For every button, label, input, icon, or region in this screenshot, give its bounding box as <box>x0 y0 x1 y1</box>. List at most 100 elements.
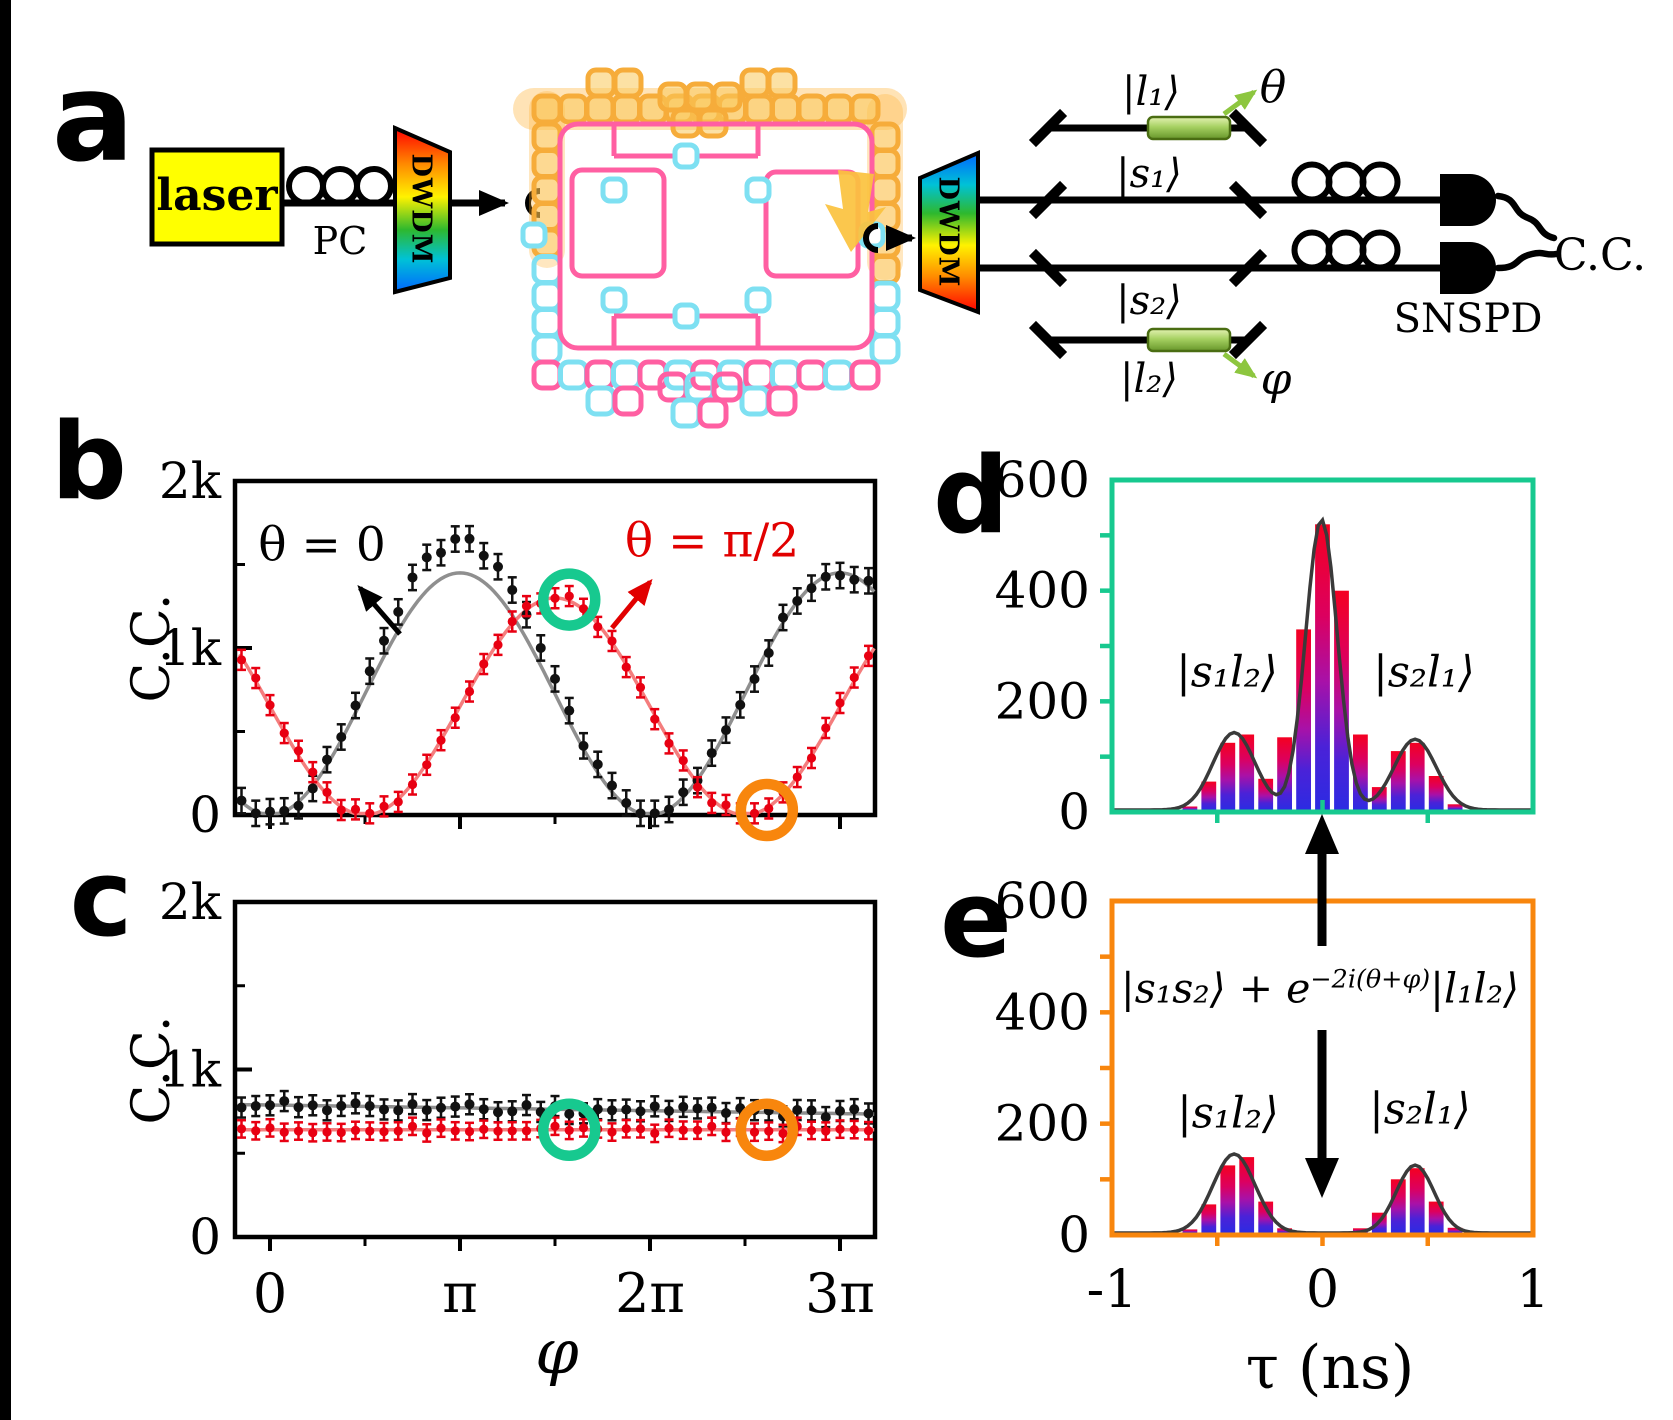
data-point <box>721 800 731 810</box>
data-point <box>592 759 603 770</box>
data-point <box>692 1103 703 1114</box>
ring-resonator <box>612 67 644 99</box>
tick-label: 400 <box>995 562 1090 620</box>
data-point <box>835 698 845 708</box>
tick-label: 0 <box>1058 1206 1090 1264</box>
highlight-circle <box>735 1098 799 1162</box>
data-point <box>293 1102 304 1113</box>
data-point <box>322 787 332 797</box>
detector-wire-1 <box>1494 192 1558 242</box>
data-point <box>493 640 503 650</box>
polarization-controller-coils <box>286 166 394 206</box>
data-point <box>863 1126 874 1136</box>
data-point <box>464 1099 475 1110</box>
data-point <box>479 659 489 669</box>
data-point <box>550 673 560 684</box>
histogram-bar <box>1447 804 1463 810</box>
ket-s1-label: |s₁⟩ <box>1116 151 1182 197</box>
data-point <box>350 1125 361 1135</box>
ring-resonator <box>531 333 563 365</box>
data-point <box>307 783 318 794</box>
plot-e-ket-left: |s₁l₂⟩ <box>1177 1088 1279 1139</box>
plot-c-frame <box>232 899 878 1240</box>
data-point <box>364 1101 375 1112</box>
data-point <box>535 642 546 653</box>
ring-resonator <box>766 385 798 417</box>
data-point <box>763 648 774 659</box>
plot-b-ylabel: C.C. <box>122 593 182 703</box>
data-point <box>521 1100 532 1111</box>
data-point <box>664 1123 674 1133</box>
data-point <box>422 760 432 770</box>
formula-exponent: −2i(θ+φ) <box>1310 963 1431 994</box>
data-point <box>778 612 788 623</box>
data-point <box>279 1127 289 1137</box>
data-point <box>593 622 603 632</box>
data-point <box>735 699 746 710</box>
data-point <box>564 1125 574 1136</box>
data-point <box>706 748 717 759</box>
tick-label: 2k <box>159 452 222 510</box>
data-point <box>592 1104 603 1115</box>
data-point <box>436 735 446 745</box>
phi-phase-shifter <box>1146 327 1232 353</box>
data-point <box>478 1104 489 1115</box>
tick-label: 3π <box>805 1262 875 1325</box>
data-point <box>250 1101 261 1112</box>
ring-resonator <box>770 93 801 125</box>
highlight-circle <box>538 568 601 631</box>
ring-resonator <box>531 359 563 391</box>
data-point <box>478 550 489 561</box>
data-point <box>493 561 503 572</box>
data-point <box>379 1127 389 1137</box>
data-point <box>607 636 617 646</box>
ring-resonator-small <box>600 286 628 314</box>
ket-l2-label: |l₂⟩ <box>1120 356 1178 402</box>
data-point <box>450 1101 461 1112</box>
data-point <box>393 1126 403 1136</box>
data-point <box>607 780 617 791</box>
data-point <box>265 1100 275 1111</box>
ring-resonator <box>739 385 771 417</box>
ring-resonator <box>584 359 616 391</box>
histogram-bar <box>1447 1227 1463 1233</box>
data-point <box>236 795 247 806</box>
data-point <box>664 738 674 748</box>
ring-resonator <box>849 359 881 391</box>
dwdm1-label: DWDM <box>405 153 437 265</box>
tick-label: 200 <box>995 1095 1090 1153</box>
ring-resonator <box>585 67 617 99</box>
ring-resonator <box>670 397 702 429</box>
panel-d-label: d <box>933 434 1009 557</box>
beamsplitters-upper <box>1028 108 1268 220</box>
data-point <box>578 740 589 751</box>
data-point <box>436 1102 446 1113</box>
data-point <box>764 1126 774 1136</box>
data-point <box>350 804 361 814</box>
ring-resonator <box>849 93 881 125</box>
ring-resonator <box>743 359 775 391</box>
dwdm2-label: DWDM <box>932 176 964 288</box>
ring-resonator <box>869 307 901 338</box>
data-point <box>692 1125 703 1135</box>
data-point <box>350 700 361 711</box>
data-point <box>365 808 375 818</box>
data-point <box>849 1125 859 1135</box>
data-point <box>863 1108 874 1119</box>
data-point <box>421 552 432 563</box>
data-point <box>336 805 346 815</box>
data-point <box>792 772 802 782</box>
data-point <box>849 574 860 585</box>
data-point <box>322 1127 332 1137</box>
ring-resonator <box>558 93 589 125</box>
data-point <box>806 753 817 763</box>
histogram-bar <box>1220 742 1236 810</box>
data-point <box>336 1100 347 1111</box>
data-point <box>692 782 703 792</box>
data-point <box>635 808 646 819</box>
data-point <box>707 798 717 808</box>
snspd-detector-1 <box>1440 174 1496 226</box>
data-point <box>251 1126 261 1136</box>
data-point <box>721 725 731 736</box>
